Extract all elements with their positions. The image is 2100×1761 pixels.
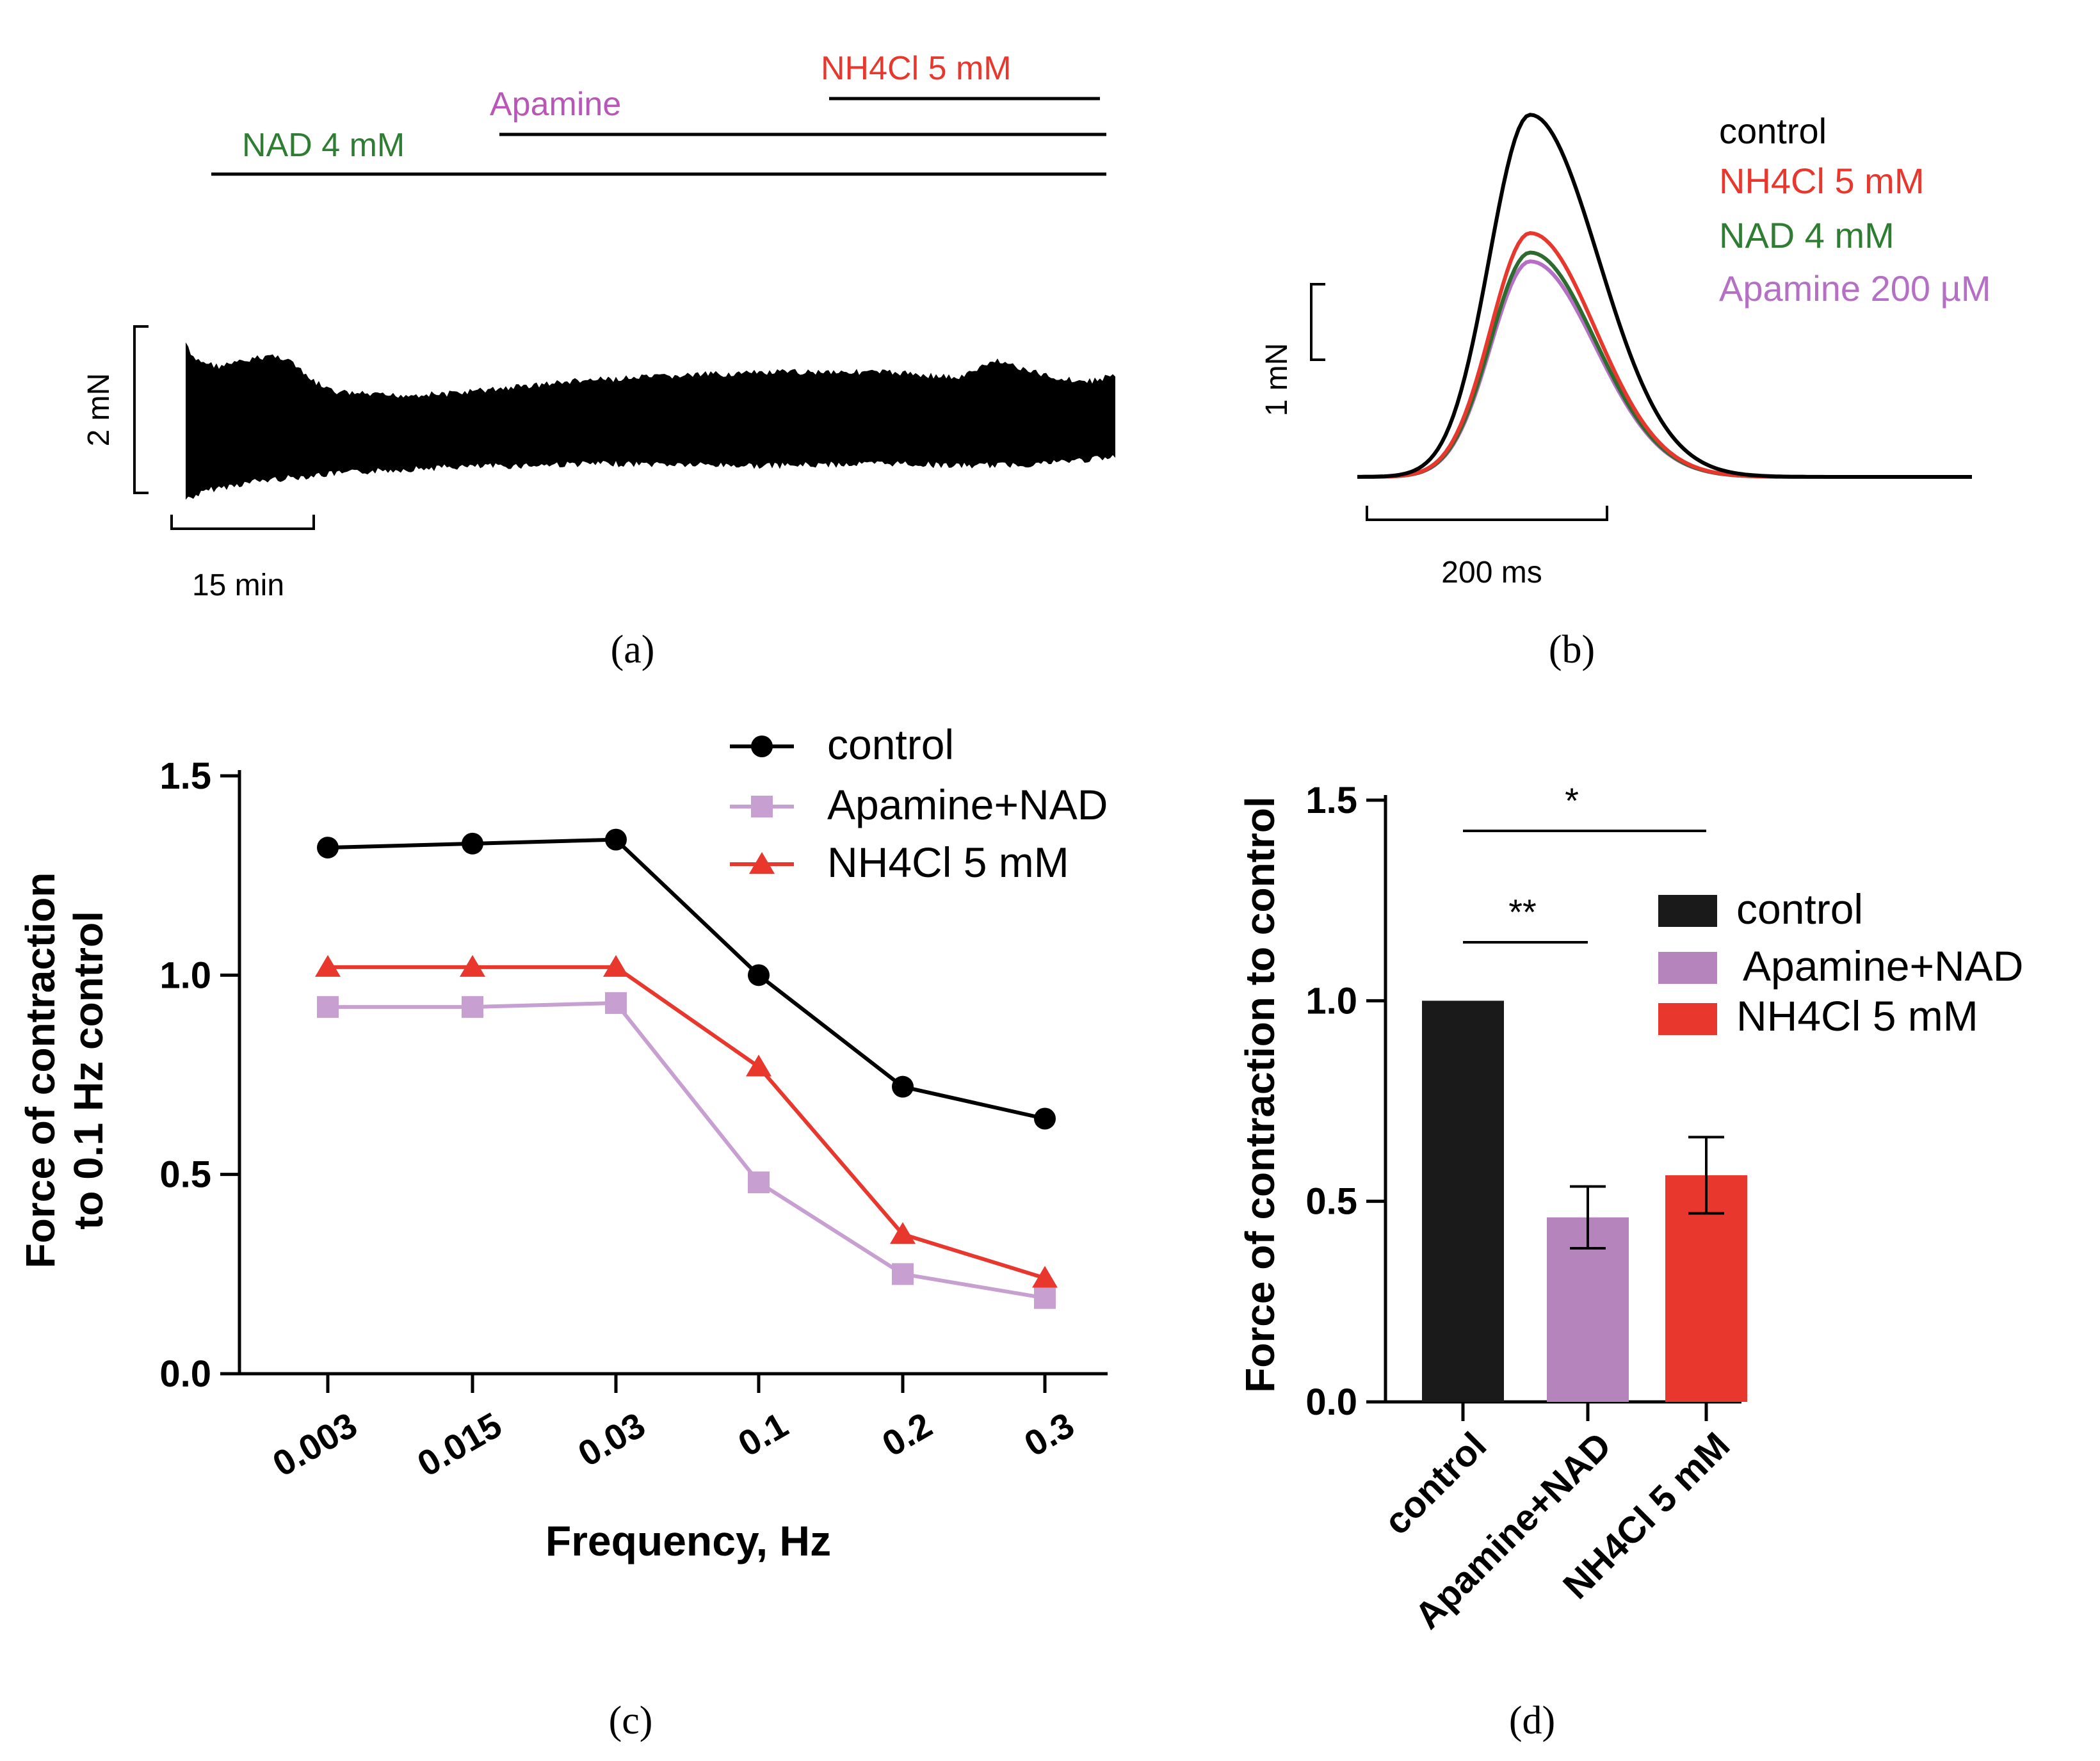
c-x-tick-label: 0.1	[731, 1404, 795, 1464]
c-point	[462, 996, 483, 1018]
legend-b-nh4cl: NH4Cl 5 mM	[1719, 161, 1924, 201]
c-series	[315, 828, 1058, 1309]
c-y-tick-label: 1.0	[159, 954, 211, 996]
panel-label-d: (d)	[1509, 1699, 1555, 1742]
c-y-ticks: 0.0 0.5 1.0 1.5	[159, 755, 239, 1395]
scale-bar-b-x	[1366, 506, 1608, 521]
panel-label-c: (c)	[609, 1699, 653, 1742]
scale-bar-y	[133, 325, 149, 494]
c-y-tick-label: 0.5	[159, 1154, 211, 1196]
c-legend-marker-control	[751, 736, 773, 757]
c-legend-marker-apamine	[751, 796, 773, 817]
d-legend-label-nh4cl: NH4Cl 5 mM	[1736, 992, 1978, 1040]
c-point	[462, 832, 483, 855]
panel-b: control NH4Cl 5 mM NAD 4 mM Apamine 200 …	[1260, 111, 1991, 671]
c-point	[1034, 1287, 1056, 1309]
d-y-tick-label: 1.0	[1305, 980, 1357, 1022]
d-y-ticks: 0.0 0.5 1.0 1.5	[1305, 780, 1385, 1423]
d-ylabel: Force of contraction to control	[1237, 796, 1283, 1393]
c-point	[605, 992, 627, 1014]
c-legend-label-control: control	[827, 721, 954, 768]
legend-b-apamine: Apamine 200 µM	[1719, 268, 1991, 309]
c-point	[1034, 1107, 1056, 1130]
d-sig-label-doublestar: **	[1508, 892, 1537, 932]
c-point	[890, 1222, 916, 1244]
d-legend-label-control: control	[1736, 885, 1863, 933]
c-point	[317, 996, 339, 1018]
d-legend: control Apamine+NAD NH4Cl 5 mM	[1658, 885, 2023, 1040]
scale-label-y: 2 mN	[82, 373, 116, 447]
panel-a: NAD 4 mM Apamine NH4Cl 5 mM 2 mN 15 min …	[82, 50, 1115, 671]
c-legend-label-nh4cl: NH4Cl 5 mM	[827, 839, 1069, 886]
scale-bar-x	[170, 515, 315, 530]
c-xlabel: Frequency, Hz	[545, 1517, 831, 1564]
c-series-line	[328, 1001, 1046, 1300]
c-x-tick-label: 0.03	[571, 1404, 652, 1474]
d-y-tick-label: 0.5	[1305, 1181, 1357, 1223]
c-point	[1032, 1266, 1058, 1288]
d-y-tick-label: 0.0	[1305, 1381, 1357, 1423]
c-x-tick-label: 0.3	[1017, 1404, 1081, 1464]
c-x-tick-label: 0.2	[875, 1404, 939, 1464]
panel-label-a: (a)	[611, 628, 655, 671]
scale-label-x: 15 min	[192, 568, 284, 602]
force-trace	[186, 342, 1115, 500]
c-legend: control Apamine+NAD NH4Cl 5 mM	[730, 721, 1108, 886]
c-y-tick-label: 1.5	[159, 755, 211, 797]
c-series-line	[328, 965, 1046, 1280]
c-x-ticks: 0.003 0.015 0.03 0.1 0.2 0.3	[266, 1374, 1081, 1484]
c-point	[603, 954, 629, 977]
c-point	[460, 954, 485, 977]
d-legend-swatch-control	[1658, 895, 1717, 927]
d-legend-swatch-apamine	[1658, 952, 1717, 984]
drug-label-nad: NAD 4 mM	[242, 127, 405, 164]
twitch-trace-control	[1357, 113, 1972, 479]
c-legend-marker-nh4cl	[749, 852, 775, 874]
d-sig-label-star: *	[1565, 780, 1579, 821]
drug-label-nh4cl: NH4Cl 5 mM	[821, 50, 1012, 87]
c-ylabel-line2: to 0.1 Hz control	[65, 911, 111, 1230]
drug-label-apamine: Apamine	[490, 86, 621, 123]
c-point	[605, 828, 627, 851]
legend-b-nad: NAD 4 mM	[1719, 215, 1894, 255]
c-legend-label-apamine: Apamine+NAD	[827, 781, 1108, 828]
c-series-line	[327, 837, 1046, 1121]
d-y-tick-label: 1.5	[1305, 780, 1357, 821]
panel-c: 0.0 0.5 1.0 1.5 0.003 0.015 0.03 0.1 0.2 0.3 For…	[17, 721, 1108, 1742]
c-point	[892, 1263, 914, 1285]
c-x-tick-label: 0.015	[410, 1404, 508, 1484]
c-point	[892, 1075, 914, 1098]
panel-label-b: (b)	[1549, 628, 1595, 671]
d-x-tick-label: control	[1376, 1424, 1494, 1543]
c-ylabel-line1: Force of contraction	[17, 872, 63, 1269]
c-point	[317, 837, 339, 859]
c-x-tick-label: 0.003	[266, 1404, 364, 1484]
d-bar	[1422, 1001, 1504, 1402]
d-legend-swatch-nh4cl	[1658, 1003, 1717, 1035]
scale-label-b-y: 1 mN	[1260, 343, 1294, 417]
c-y-tick-label: 0.0	[159, 1353, 211, 1395]
legend-b-control: control	[1719, 111, 1827, 151]
scale-bar-b-y	[1310, 283, 1325, 361]
scale-label-b-x: 200 ms	[1441, 556, 1542, 590]
c-point	[748, 964, 770, 986]
c-point	[746, 1054, 771, 1077]
c-point	[315, 954, 341, 977]
d-bars	[1422, 1001, 1747, 1402]
d-legend-label-apamine: Apamine+NAD	[1743, 942, 2023, 990]
c-point	[748, 1171, 770, 1194]
